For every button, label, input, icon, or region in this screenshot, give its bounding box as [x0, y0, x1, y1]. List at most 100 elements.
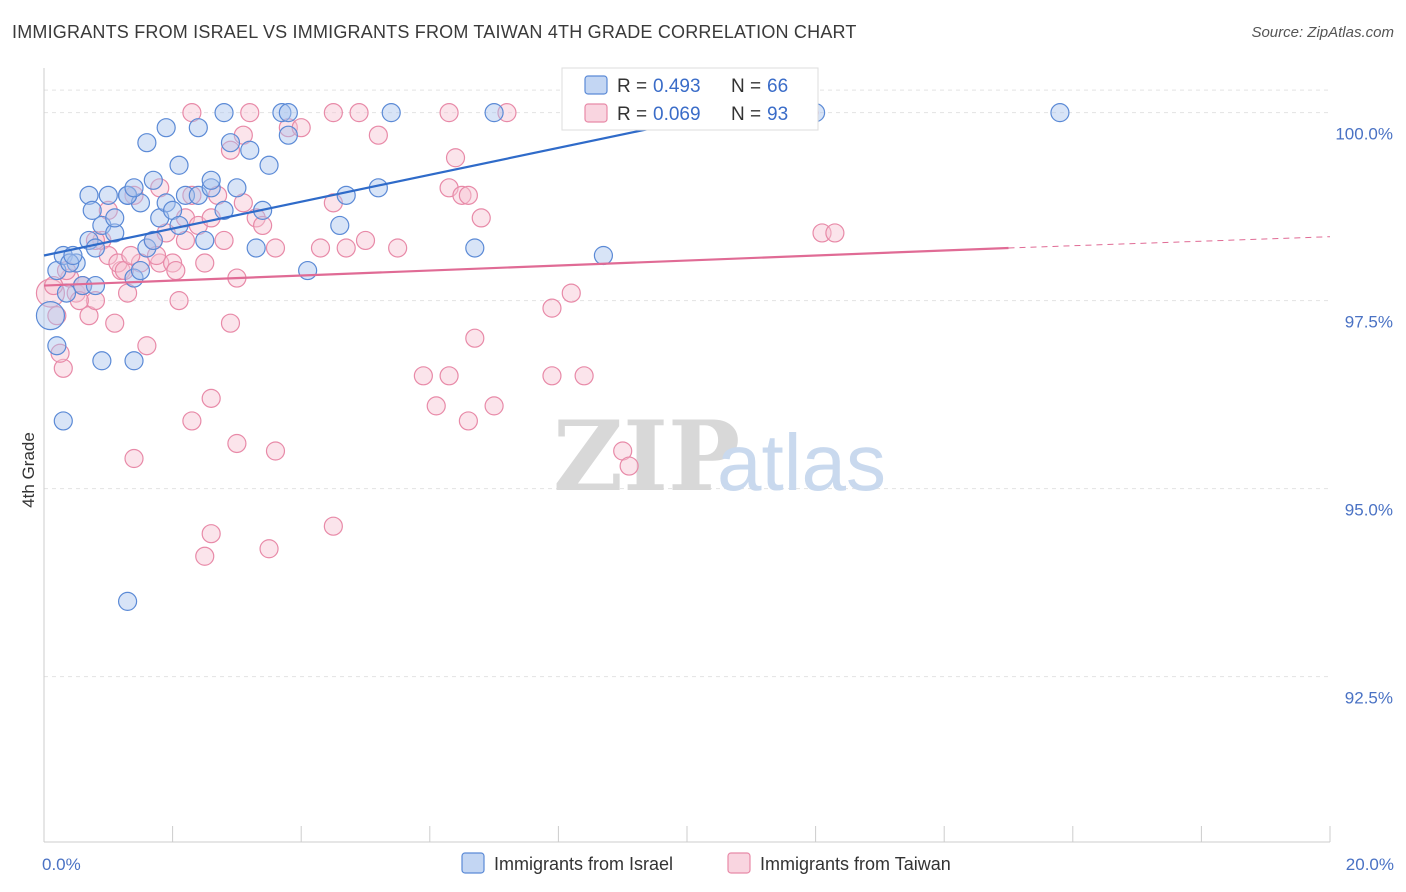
taiwan-point	[619, 456, 639, 476]
israel-point	[98, 185, 118, 205]
taiwan-point	[121, 245, 141, 266]
taiwan-point	[368, 125, 388, 145]
legend-israel-n-label: N =	[731, 76, 761, 97]
israel-point	[124, 178, 144, 198]
israel-point	[188, 118, 208, 138]
legend-israel-r-value: 0.493	[653, 76, 701, 97]
x-tick-label-max: 20.0%	[1346, 855, 1394, 874]
y-tick-label: 100.0%	[1335, 125, 1393, 144]
israel-point	[465, 238, 485, 258]
taiwan-point	[146, 245, 167, 266]
taiwan-point	[439, 103, 459, 123]
legend-israel-r-label: R =	[617, 76, 647, 97]
israel-point	[484, 103, 504, 123]
taiwan-point	[182, 185, 202, 205]
israel-point	[79, 185, 99, 205]
legend-israel-swatch	[584, 75, 608, 95]
israel-point	[47, 336, 67, 356]
legend-taiwan-swatch	[584, 103, 608, 123]
y-tick-label: 95.0%	[1345, 501, 1393, 520]
israel-point	[117, 185, 138, 205]
israel-point	[272, 103, 292, 123]
taiwan-point	[47, 306, 67, 326]
israel-point	[201, 178, 221, 198]
taiwan-point	[195, 546, 215, 566]
israel-point	[278, 125, 298, 145]
taiwan-point	[439, 366, 459, 386]
taiwan-point	[105, 313, 125, 333]
stats-legend: R = 0.493 N = 66 R = 0.069 N = 93	[561, 67, 819, 131]
x-tick-label-min: 0.0%	[42, 855, 81, 874]
y-tick-label: 97.5%	[1345, 313, 1393, 332]
israel-point	[156, 118, 176, 138]
israel-point	[593, 245, 614, 266]
israel-point	[137, 133, 157, 153]
israel-point	[137, 238, 157, 258]
taiwan-point	[323, 516, 343, 536]
israel-point	[214, 200, 234, 220]
israel-trend-line	[43, 107, 746, 257]
taiwan-point	[310, 238, 331, 258]
israel-point	[381, 103, 401, 123]
taiwan-point	[542, 366, 562, 386]
israel-point	[220, 133, 241, 153]
taiwan-point	[355, 230, 376, 251]
israel-point	[169, 155, 189, 175]
taiwan-point	[265, 238, 286, 258]
taiwan-point	[137, 336, 157, 356]
gridlines	[44, 89, 1330, 678]
taiwan-point	[220, 140, 241, 160]
israel-point	[105, 223, 125, 243]
bottom-legend-israel-swatch	[461, 852, 485, 874]
taiwan-point	[240, 103, 260, 123]
watermark-zip: ZIP	[553, 400, 740, 513]
taiwan-point	[253, 215, 273, 236]
taiwan-point	[124, 185, 144, 205]
taiwan-point	[458, 185, 478, 205]
taiwan-point	[426, 396, 446, 416]
israel-point	[156, 193, 176, 213]
taiwan-point	[53, 358, 73, 378]
taiwan-point	[542, 298, 562, 318]
israel-point	[35, 301, 66, 331]
taiwan-point	[227, 433, 247, 454]
watermark-atlas: atlas	[717, 418, 886, 507]
axes	[43, 68, 1331, 843]
israel-point	[117, 591, 138, 611]
taiwan-point	[201, 388, 221, 408]
legend-taiwan-r-value: 0.069	[653, 104, 701, 125]
legend-taiwan-n-value: 93	[767, 104, 788, 125]
israel-point	[227, 178, 247, 198]
taiwan-point	[574, 366, 594, 386]
israel-point	[82, 200, 102, 220]
taiwan-point	[195, 253, 215, 273]
y-axis-label: 4th Grade	[19, 432, 38, 508]
bottom-legend-taiwan-swatch	[727, 852, 751, 874]
legend-israel-n-value: 66	[767, 76, 788, 97]
israel-point	[278, 103, 298, 123]
taiwan-point	[246, 208, 266, 228]
taiwan-point	[458, 411, 478, 431]
israel-point	[201, 170, 221, 190]
israel-point	[143, 170, 163, 190]
taiwan-point	[413, 366, 433, 386]
taiwan-point	[182, 411, 202, 431]
israel-point	[1050, 103, 1070, 123]
taiwan-trend-extension	[1008, 236, 1331, 249]
legend-taiwan-r-label: R =	[617, 104, 647, 125]
watermark: ZIP atlas	[553, 400, 886, 513]
bottom-legend-taiwan-label: Immigrants from Taiwan	[760, 854, 951, 874]
y-tick-label: 92.5%	[1345, 689, 1393, 708]
israel-point	[105, 208, 125, 228]
taiwan-point	[349, 103, 369, 123]
israel-point	[330, 215, 350, 236]
taiwan-trend-line	[43, 246, 1009, 287]
taiwan-point	[452, 185, 472, 205]
israel-point	[214, 103, 234, 123]
israel-point	[53, 411, 73, 431]
chart-title: IMMIGRANTS FROM ISRAEL VS IMMIGRANTS FRO…	[12, 22, 857, 42]
israel-point	[85, 275, 106, 296]
y-tick-labels: 100.0% 97.5% 95.0% 92.5%	[1335, 125, 1393, 708]
legend-taiwan-n-label: N =	[731, 104, 761, 125]
